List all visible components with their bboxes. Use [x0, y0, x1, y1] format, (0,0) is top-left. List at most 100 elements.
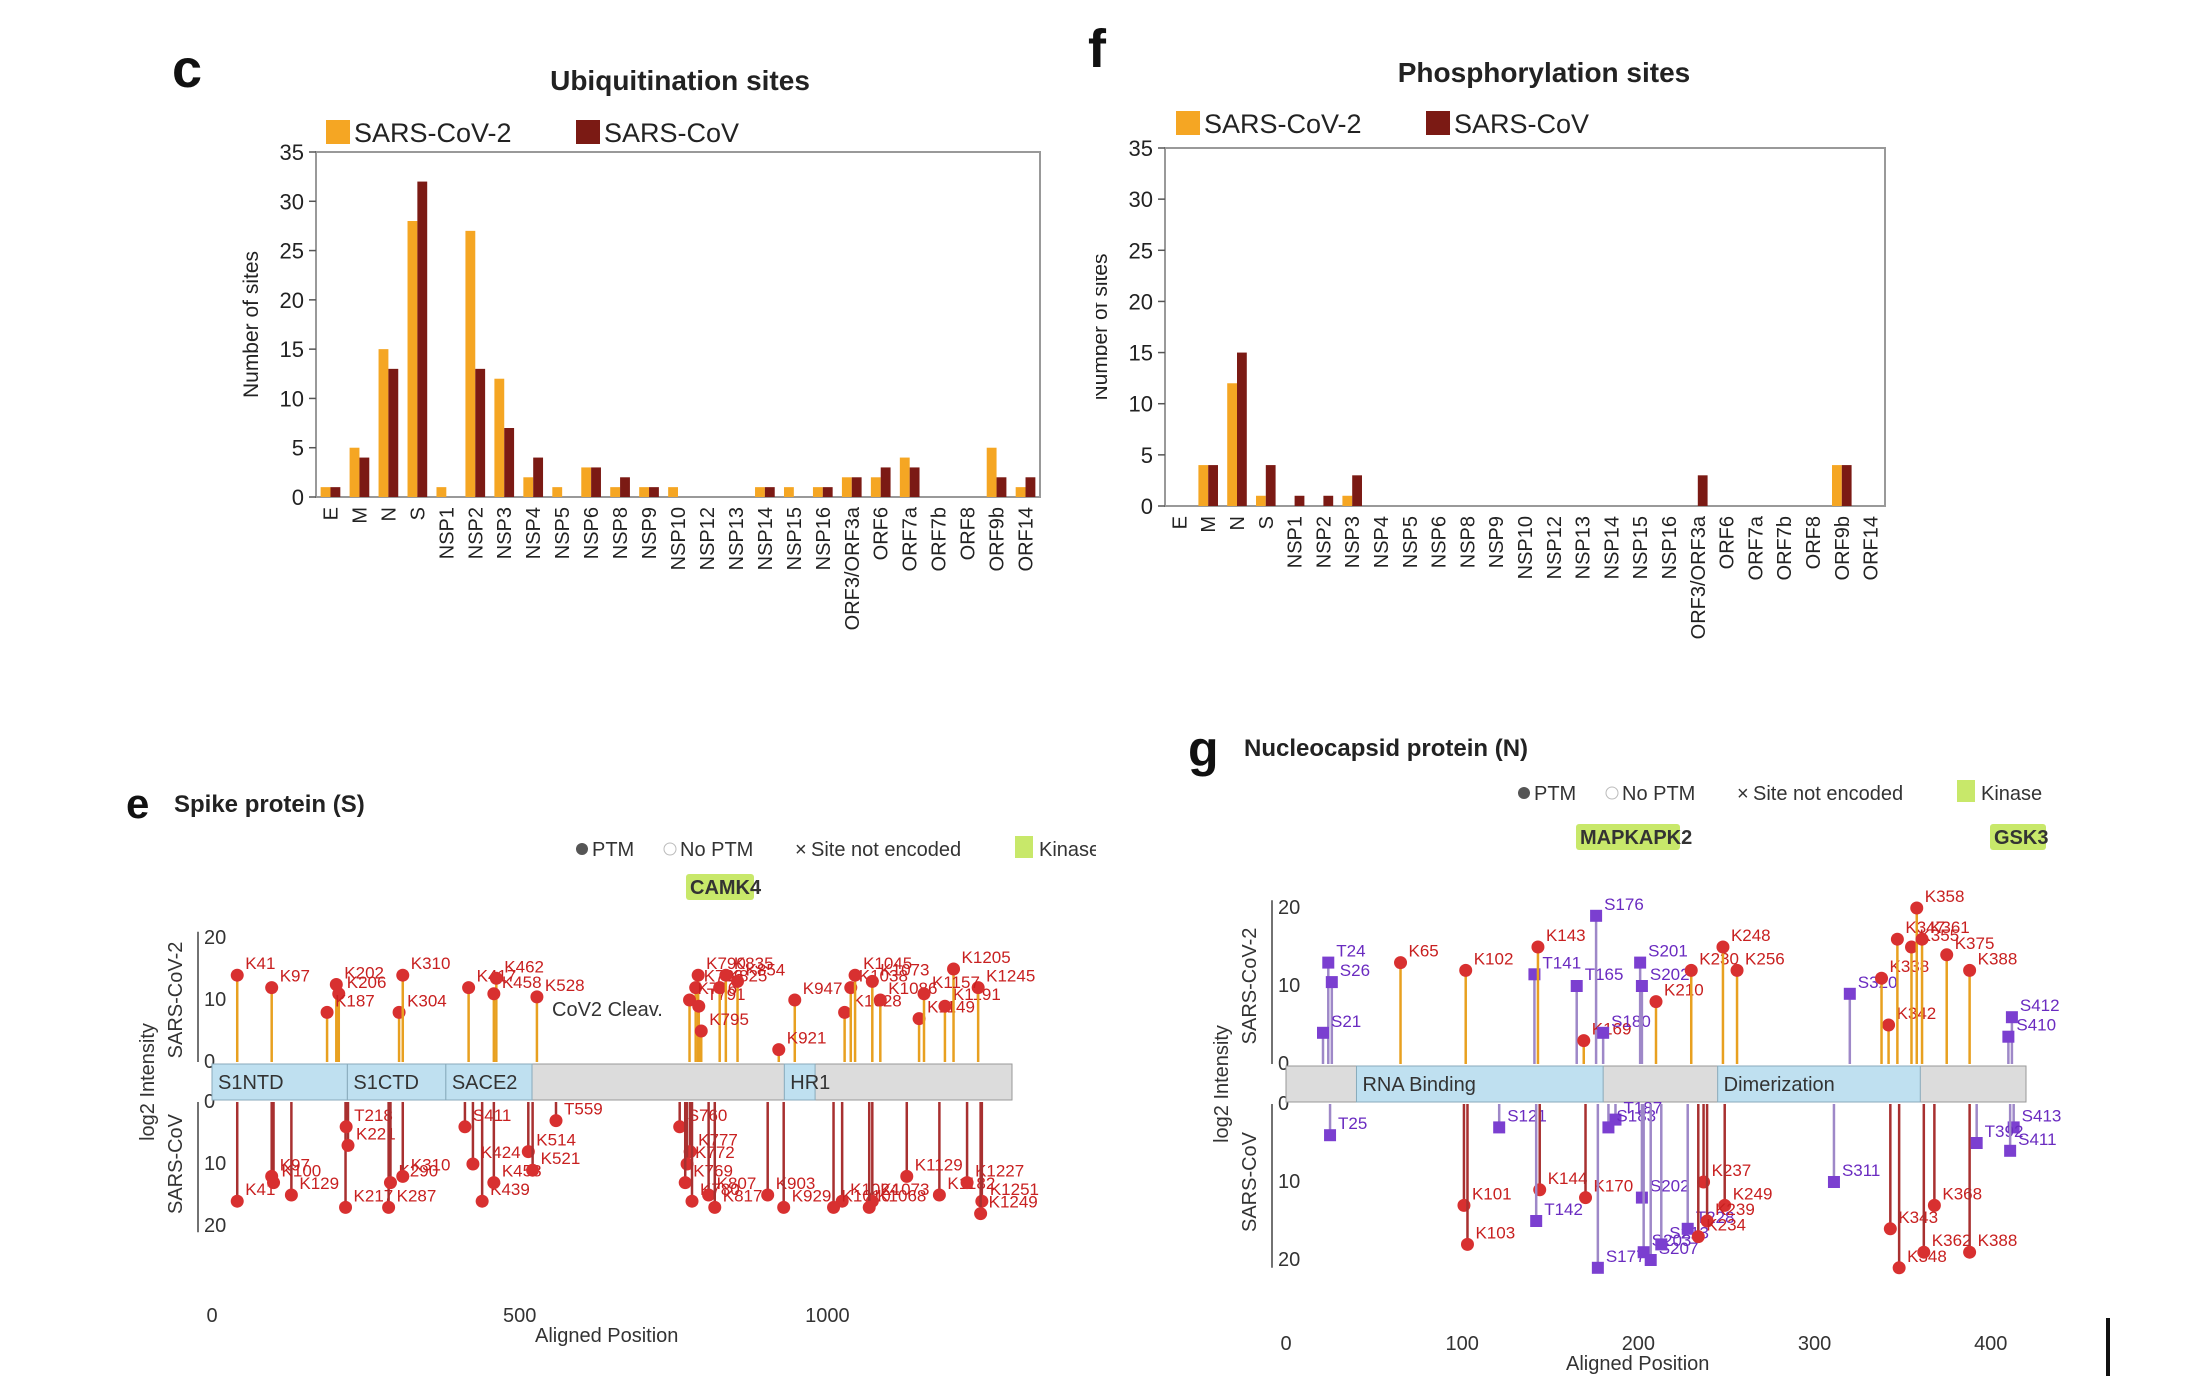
ncap-site-label: T141: [1542, 953, 1581, 972]
ncap-marker: [1684, 963, 1698, 977]
phos-y-axis-label: Number of sites: [1096, 253, 1112, 400]
phos-category-label: NSP9: [1486, 516, 1508, 568]
spike-legend-noptm-icon: [663, 842, 677, 856]
spike-marker: [960, 1176, 974, 1190]
ncap-xtick: 0: [1280, 1333, 1291, 1355]
ncap-ylabel-top: SARS-CoV-2: [1239, 928, 1261, 1045]
phos-category-label: NSP15: [1630, 516, 1652, 579]
ncap-legend-notenc: Site not encoded: [1753, 783, 1903, 805]
spike-title: Spike protein (S): [174, 791, 365, 818]
spike-site-label: K528: [545, 976, 585, 995]
phos-category-label: NSP8: [1457, 516, 1479, 568]
spike-legend-noptm: No PTM: [680, 839, 753, 861]
ncap-site-label: K170: [1594, 1177, 1634, 1196]
phos-ytick-label: 15: [1129, 341, 1153, 366]
ncap-legend-kinase: Kinase: [1981, 783, 2042, 805]
spike-marker: [694, 1024, 708, 1038]
spike-site-label: K439: [490, 1180, 530, 1199]
spike-marker: [680, 1157, 694, 1171]
ubiq-category-label: ORF7a: [900, 506, 922, 571]
spike-marker: [487, 987, 501, 1001]
ubiq-bar-NSP8-1: [620, 477, 630, 497]
ncap-domain-label-0: RNA Binding: [1362, 1074, 1475, 1096]
ncap-xtick: 300: [1798, 1333, 1831, 1355]
spike-site-label: K1245: [986, 967, 1035, 986]
ncap-site-label: S410: [2016, 1016, 2056, 1035]
spike-marker: [339, 1120, 353, 1134]
ubiq-bar-ORF14-1: [1025, 477, 1036, 497]
ncap-marker: [1493, 1121, 1506, 1134]
spike-domain-3: [783, 1063, 816, 1101]
ncap-kinase-label-1: GSK3: [1994, 827, 2048, 849]
ncap-marker: [1691, 1230, 1705, 1244]
ncap-legend-ptm: PTM: [1534, 783, 1576, 805]
ncap-marker: [1700, 1214, 1714, 1228]
phos-bar-NSP3-0: [1342, 495, 1353, 506]
ubiq-bar-ORF3/ORF3a-0: [841, 477, 852, 497]
spike-site-label: K854: [746, 960, 786, 979]
ncap-marker: [1655, 1238, 1668, 1251]
ncap-domain-0: [1355, 1065, 1604, 1103]
spike-marker: [332, 987, 346, 1001]
ubiq-bar-NSP2-1: [475, 368, 486, 497]
spike-marker: [530, 990, 544, 1004]
spike-xtick: 500: [503, 1305, 536, 1327]
ubiq-bar-NSP6-0: [581, 467, 592, 497]
spike-legend-ptm: PTM: [592, 839, 634, 861]
spike-marker: [230, 1194, 244, 1208]
spike-site-label: K217: [354, 1186, 394, 1205]
spike-marker: [683, 993, 697, 1007]
ncap-site-label: K143: [1546, 926, 1586, 945]
ncap-site-label: K230: [1699, 949, 1739, 968]
ncap-marker: [1730, 963, 1744, 977]
ncap-domain-label-1: Dimerization: [1724, 1074, 1835, 1096]
spike-marker: [673, 1120, 687, 1134]
ncap-site-label: K355: [1919, 926, 1959, 945]
phos-category-label: NSP6: [1429, 516, 1451, 568]
spike-marker: [678, 1176, 692, 1190]
ubiq-bar-NSP6-1: [591, 467, 601, 497]
spike-domain-label-3: HR1: [790, 1072, 830, 1094]
ubiq-category-label: ORF7b: [929, 507, 951, 571]
spike-site-label: K929: [792, 1186, 832, 1205]
spike-domain-1: [346, 1063, 447, 1101]
ncap-kinase-tag-0: [1576, 824, 1680, 850]
ncap-ytick-bottom: 0: [1278, 1093, 1289, 1115]
phos-ytick-label: 30: [1129, 187, 1153, 212]
scrollbar-mark: [2106, 1318, 2110, 1376]
spike-marker: [900, 1169, 914, 1183]
ncap-marker: [1910, 901, 1924, 915]
ubiq-category-label: NSP9: [639, 507, 661, 559]
spike-site-label: K514: [536, 1131, 576, 1150]
spike-site-label: K795: [709, 1010, 749, 1029]
spike-ylabel-top: SARS-CoV-2: [165, 942, 187, 1059]
spike-kinase-tag-0: [686, 874, 754, 900]
spike-site-label: K206: [347, 973, 387, 992]
spike-marker: [396, 1169, 410, 1183]
ncap-site-label: S202: [1650, 965, 1690, 984]
ubiq-category-label: ORF8: [958, 507, 980, 560]
spike-marker: [838, 1005, 852, 1019]
ubiq-category-label: NSP10: [668, 507, 690, 570]
nucleocapsid-protein-lollipop-plot: Nucleocapsid protein (N) PTM No PTM × Site n…: [1211, 735, 2061, 1375]
spike-domain-2: [445, 1063, 533, 1101]
phos-category-label: ORF7a: [1745, 515, 1767, 580]
ncap-title: Nucleocapsid protein (N): [1244, 735, 1528, 762]
ubiq-bar-ORF14-0: [1015, 487, 1026, 497]
spike-site-label: K97: [280, 967, 310, 986]
ncap-site-label: K237: [1712, 1161, 1752, 1180]
phos-category-label: ORF7b: [1774, 516, 1796, 580]
spike-marker: [932, 1188, 946, 1202]
ubiq-bar-NSP5-0: [552, 487, 563, 497]
ncap-site-label: T25: [1338, 1114, 1367, 1133]
phosphorylation-bar-chart: Phosphorylation sites SARS-CoV-2 SARS-CoV 0…: [1096, 57, 1886, 639]
ubiq-ytick-label: 35: [280, 140, 304, 165]
phos-legend-swatch-1: [1426, 111, 1450, 135]
ubiq-category-label: NSP15: [784, 507, 806, 570]
ncap-legend-noptm: No PTM: [1622, 783, 1695, 805]
spike-marker: [466, 1157, 480, 1171]
ncap-site-label: T24: [1336, 942, 1365, 961]
ncap-marker: [1530, 1215, 1543, 1227]
ubiquitination-bar-chart: Ubiquitination sites SARS-CoV-2 SARS-CoV 0 5…: [240, 65, 1041, 630]
ubiq-category-label: NSP6: [581, 507, 603, 559]
